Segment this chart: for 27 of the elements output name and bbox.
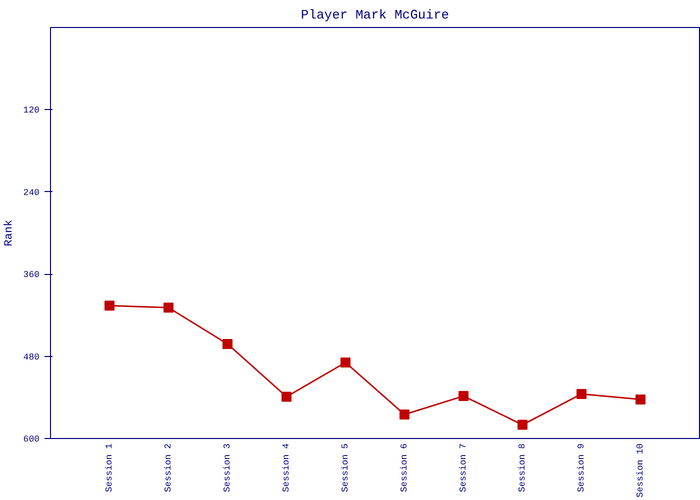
x-tick-label: Session 6 xyxy=(400,444,410,492)
point xyxy=(104,300,114,311)
x-tick-label: Session 8 xyxy=(518,444,528,492)
y-tick-label: 600 xyxy=(23,434,40,444)
x-tick-label: Session 5 xyxy=(340,444,350,492)
y-tick-label: 480 xyxy=(23,352,40,362)
point xyxy=(164,302,174,313)
point xyxy=(458,391,468,402)
y-tick-label: 360 xyxy=(23,270,40,280)
point xyxy=(636,394,646,404)
x-tick-label: Session 2 xyxy=(164,444,174,492)
y-tick-label: 240 xyxy=(23,188,40,198)
chart-title: Player Mark McGuire xyxy=(300,8,450,22)
x-tick-label: Session 9 xyxy=(576,444,586,492)
point xyxy=(282,392,292,402)
y-tick-label: 120 xyxy=(23,106,40,116)
point xyxy=(576,388,586,399)
x-tick-label: Session 1 xyxy=(104,444,114,492)
point xyxy=(222,338,232,349)
point xyxy=(340,357,350,368)
x-tick-label: Session 7 xyxy=(458,444,468,492)
y-axis-title: Rank xyxy=(3,219,16,246)
point xyxy=(518,420,528,430)
x-tick-label: Session 10 xyxy=(636,443,646,498)
x-tick-label: Session 4 xyxy=(282,444,292,492)
x-tick-label: Session 3 xyxy=(222,444,232,492)
point xyxy=(400,410,410,420)
